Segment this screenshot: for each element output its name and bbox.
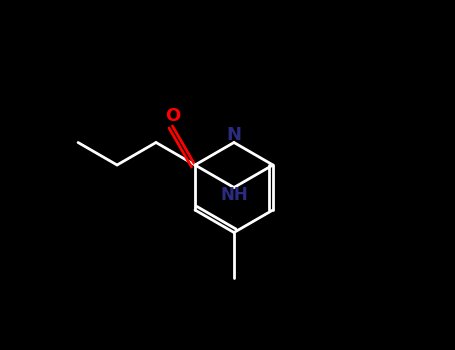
Text: O: O xyxy=(165,107,180,125)
Text: N: N xyxy=(227,126,242,144)
Text: NH: NH xyxy=(220,187,248,204)
